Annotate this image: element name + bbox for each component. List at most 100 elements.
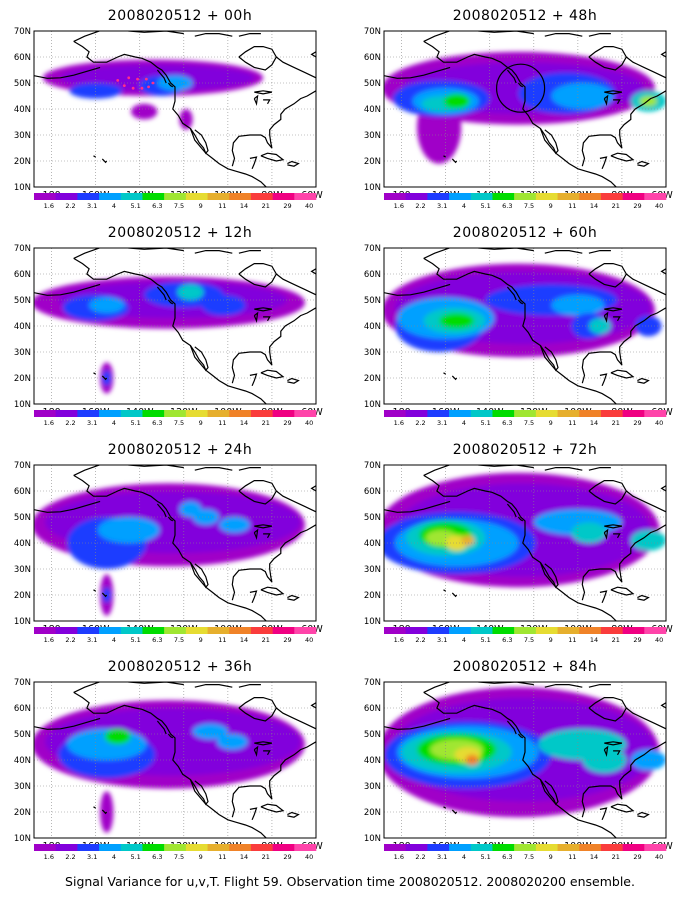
colorbar-swatch [405, 627, 428, 634]
coastline [625, 56, 666, 79]
coastline [287, 594, 300, 601]
panel-title-84h: 2008020512 + 84h [452, 659, 598, 675]
colorbar-label: 3.1 [87, 636, 97, 644]
coastline [287, 160, 300, 167]
colorbar-swatch [514, 193, 537, 200]
coastline [613, 750, 621, 756]
colorbar-swatch [77, 410, 100, 417]
lat-tick-label: 50N [14, 79, 31, 89]
coastline [517, 733, 524, 739]
panel-title-00h: 2008020512 + 00h [107, 8, 253, 24]
colorbar-label: 6.3 [502, 853, 512, 861]
variance-contour [588, 318, 611, 334]
flight-track-point [122, 84, 126, 87]
lat-tick-label: 40N [14, 539, 31, 549]
colorbar-swatch [55, 627, 78, 634]
map-panel-60h: 180160W140W120W100W80W60W10N20N30N40N50N… [364, 244, 674, 427]
variance-contour [219, 517, 250, 533]
colorbar-swatch [535, 844, 558, 851]
coastline [506, 286, 517, 301]
coastline [506, 69, 517, 84]
flight-track-point [140, 86, 144, 90]
colorbar-label: 7.5 [174, 636, 184, 644]
coastline [517, 299, 524, 305]
coastline [604, 307, 623, 312]
coastline [260, 152, 285, 162]
lat-tick-label: 60N [364, 704, 381, 714]
lat-tick-label: 60N [14, 53, 31, 63]
lat-tick-label: 20N [14, 808, 31, 818]
colorbar-swatch [99, 627, 122, 634]
coastline [544, 250, 583, 254]
colorbar-swatch [384, 627, 406, 634]
coastlines [34, 465, 316, 621]
plot-frame [33, 247, 317, 405]
coastline [253, 745, 259, 758]
colorbar-label: 11 [568, 636, 576, 644]
colorbar-label: 4 [462, 853, 466, 861]
lat-tick-label: 60N [14, 487, 31, 497]
lat-tick-label: 30N [14, 131, 31, 141]
coastline [544, 467, 583, 471]
lat-tick-label: 60N [364, 53, 381, 63]
colorbar-label: 14 [590, 419, 598, 427]
coastline [539, 779, 559, 806]
colorbar-label: 5.1 [480, 636, 490, 644]
colorbar-label: 6.3 [502, 202, 512, 210]
colorbar-label: 3.1 [437, 419, 447, 427]
coastline [588, 33, 611, 37]
colorbar: 1.6 2.2 3.1 4 5.1 6.3 7.5 9 11 14 21 29 40 [384, 193, 667, 210]
map-panel-48h: 180160W140W120W100W80W60W10N20N30N40N50N… [364, 27, 674, 210]
coastline [637, 594, 650, 601]
variance-contour [439, 313, 475, 329]
colorbar-label: 7.5 [174, 202, 184, 210]
coastline [539, 128, 559, 155]
colorbar-label: 1.6 [394, 853, 404, 861]
variance-contour [582, 747, 627, 773]
coastline [610, 803, 635, 813]
colorbar-swatch [142, 193, 165, 200]
coastlines [34, 682, 316, 838]
coastline [544, 684, 583, 688]
variance-contour [201, 294, 246, 316]
coastline [443, 806, 447, 809]
colorbar-label: 29 [633, 419, 641, 427]
lat-tick-label: 40N [364, 105, 381, 115]
colorbar-swatch [185, 193, 208, 200]
colorbar-label: 3.1 [437, 853, 447, 861]
colorbar-swatch [229, 193, 252, 200]
colorbar-label: 29 [633, 202, 641, 210]
colorbar-label: 3.1 [87, 419, 97, 427]
coastline [253, 528, 259, 541]
coastline [588, 684, 611, 688]
colorbar-label: 4 [112, 202, 116, 210]
coastline [310, 51, 316, 58]
lat-tick-label: 10N [364, 617, 381, 627]
colorbar-label: 6.3 [152, 202, 162, 210]
coastline [610, 369, 635, 379]
lat-tick-label: 50N [364, 513, 381, 523]
coastline [604, 524, 623, 529]
variance-contour [89, 297, 125, 313]
colorbar-label: 40 [305, 419, 313, 427]
colorbar-swatch [600, 844, 623, 851]
colorbar-swatch [449, 627, 472, 634]
colorbar-swatch [34, 193, 56, 200]
lat-tick-label: 50N [14, 296, 31, 306]
coastline [73, 465, 184, 476]
colorbar-swatch [622, 844, 645, 851]
coastline [603, 94, 609, 107]
colorbar-label: 3.1 [87, 202, 97, 210]
lat-tick-label: 70N [14, 678, 31, 688]
colorbar-label: 4 [112, 419, 116, 427]
lat-tick-label: 10N [364, 400, 381, 410]
colorbar-swatch [427, 410, 450, 417]
coastline [231, 90, 316, 167]
colorbar-label: 4 [462, 636, 466, 644]
coastline [101, 809, 108, 815]
colorbar-swatch [99, 410, 122, 417]
colorbar-swatch [600, 193, 623, 200]
map-panel-72h: 180160W140W120W100W80W60W10N20N30N40N50N… [364, 461, 674, 644]
lat-tick-label: 20N [364, 157, 381, 167]
coastline [73, 31, 184, 42]
